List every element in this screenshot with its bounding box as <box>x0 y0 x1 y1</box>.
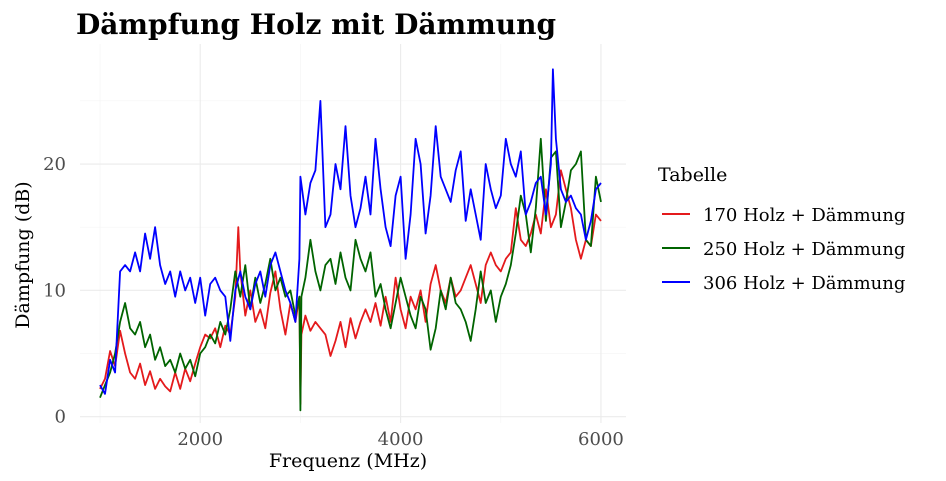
chart-title: Dämpfung Holz mit Dämmung <box>76 8 556 41</box>
y-tick-label: 0 <box>55 407 66 428</box>
series-line-170 <box>99 169 602 405</box>
y-tick-label: 10 <box>43 280 66 301</box>
legend-label-250: 250 Holz + Dämmung <box>703 239 905 260</box>
legend-item-250: 250 Holz + Dämmung <box>662 239 905 260</box>
legend: Tabelle 170 Holz + Dämmung 250 Holz + Dä… <box>658 164 905 294</box>
grid <box>80 44 626 423</box>
x-tick-label: 4000 <box>378 429 424 450</box>
legend-label-170: 170 Holz + Dämmung <box>703 205 905 226</box>
series-line-306 <box>99 68 602 395</box>
legend-item-170: 170 Holz + Dämmung <box>662 205 905 226</box>
y-tick-label: 20 <box>43 154 66 175</box>
x-axis-title: Frequenz (MHz) <box>269 450 427 472</box>
series-line-250 <box>99 137 602 412</box>
series-lines <box>99 68 602 412</box>
legend-label-306: 306 Holz + Dämmung <box>703 273 905 294</box>
y-axis-title: Dämpfung (dB) <box>12 181 34 328</box>
x-tick-label: 2000 <box>177 429 223 450</box>
legend-title: Tabelle <box>658 164 727 186</box>
legend-item-306: 306 Holz + Dämmung <box>662 273 905 294</box>
x-axis-tick-labels: 2000 4000 6000 <box>177 429 624 450</box>
x-tick-label: 6000 <box>578 429 624 450</box>
y-axis-tick-labels: 0 10 20 <box>43 154 66 428</box>
